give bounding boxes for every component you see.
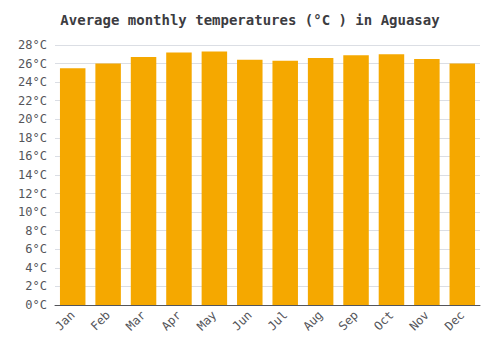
svg-text:Aug: Aug	[300, 308, 325, 333]
svg-text:26°C: 26°C	[18, 57, 47, 71]
svg-text:6°C: 6°C	[25, 242, 47, 256]
svg-text:Sep: Sep	[336, 308, 361, 333]
svg-text:20°C: 20°C	[18, 112, 47, 126]
svg-text:Oct: Oct	[371, 308, 396, 333]
svg-text:Dec: Dec	[442, 308, 467, 333]
svg-text:8°C: 8°C	[25, 224, 47, 238]
svg-text:Mar: Mar	[123, 308, 148, 333]
svg-text:Average monthly temperatures (: Average monthly temperatures (°C ) in Ag…	[60, 12, 440, 28]
svg-text:Feb: Feb	[88, 308, 113, 333]
svg-text:28°C: 28°C	[18, 38, 47, 52]
svg-text:24°C: 24°C	[18, 75, 47, 89]
svg-text:16°C: 16°C	[18, 149, 47, 163]
svg-text:14°C: 14°C	[18, 168, 47, 182]
svg-text:May: May	[194, 308, 219, 333]
svg-text:Jan: Jan	[52, 308, 77, 333]
svg-text:Jul: Jul	[265, 308, 290, 333]
svg-text:2°C: 2°C	[25, 279, 47, 293]
svg-text:Jun: Jun	[230, 308, 255, 333]
svg-text:10°C: 10°C	[18, 205, 47, 219]
svg-text:4°C: 4°C	[25, 261, 47, 275]
svg-text:0°C: 0°C	[25, 298, 47, 312]
svg-text:22°C: 22°C	[18, 94, 47, 108]
svg-text:18°C: 18°C	[18, 131, 47, 145]
svg-text:Nov: Nov	[407, 308, 432, 333]
svg-text:12°C: 12°C	[18, 187, 47, 201]
svg-text:Apr: Apr	[159, 308, 184, 333]
